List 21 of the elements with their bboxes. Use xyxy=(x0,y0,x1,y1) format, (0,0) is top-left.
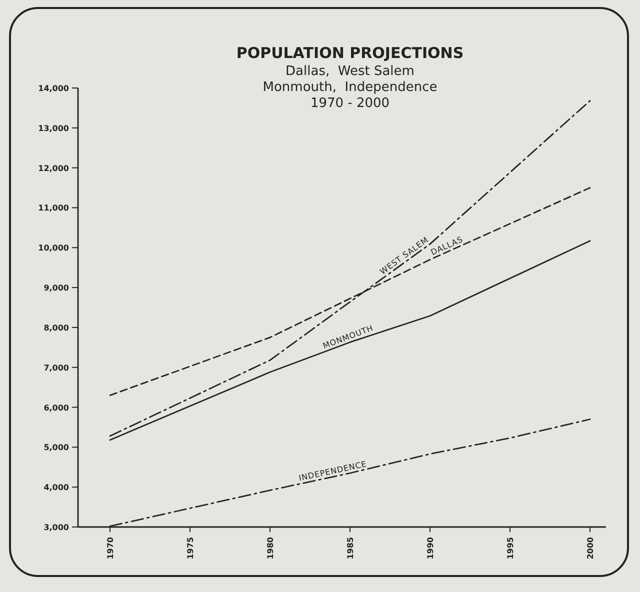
y-tick-label: 12,000 xyxy=(38,164,70,173)
x-tick-label: 1995 xyxy=(506,536,515,560)
chart-subtitle: Dallas, West Salem Monmouth, Independence 1970 - 2000 xyxy=(262,64,438,111)
y-tick-label: 9,000 xyxy=(44,284,70,293)
y-tick-label: 4,000 xyxy=(44,483,70,492)
y-tick-label: 6,000 xyxy=(44,403,70,412)
y-tick-label: 14,000 xyxy=(38,84,70,93)
y-tick-label: 11,000 xyxy=(38,204,70,213)
x-tick-label: 1975 xyxy=(186,536,195,560)
x-tick-label: 1990 xyxy=(426,536,435,560)
x-tick-label: 1970 xyxy=(106,536,115,560)
y-tick-label: 8,000 xyxy=(44,323,70,332)
chart-title: POPULATION PROJECTIONS xyxy=(236,44,464,62)
x-tick-label: 2000 xyxy=(586,536,595,560)
x-tick-label: 1980 xyxy=(266,536,275,560)
y-tick-label: 10,000 xyxy=(38,244,70,253)
x-tick-label: 1985 xyxy=(346,536,355,560)
y-tick-label: 3,000 xyxy=(44,523,70,532)
y-tick-label: 7,000 xyxy=(44,363,70,372)
y-tick-label: 5,000 xyxy=(44,443,70,452)
y-tick-label: 13,000 xyxy=(38,124,70,133)
